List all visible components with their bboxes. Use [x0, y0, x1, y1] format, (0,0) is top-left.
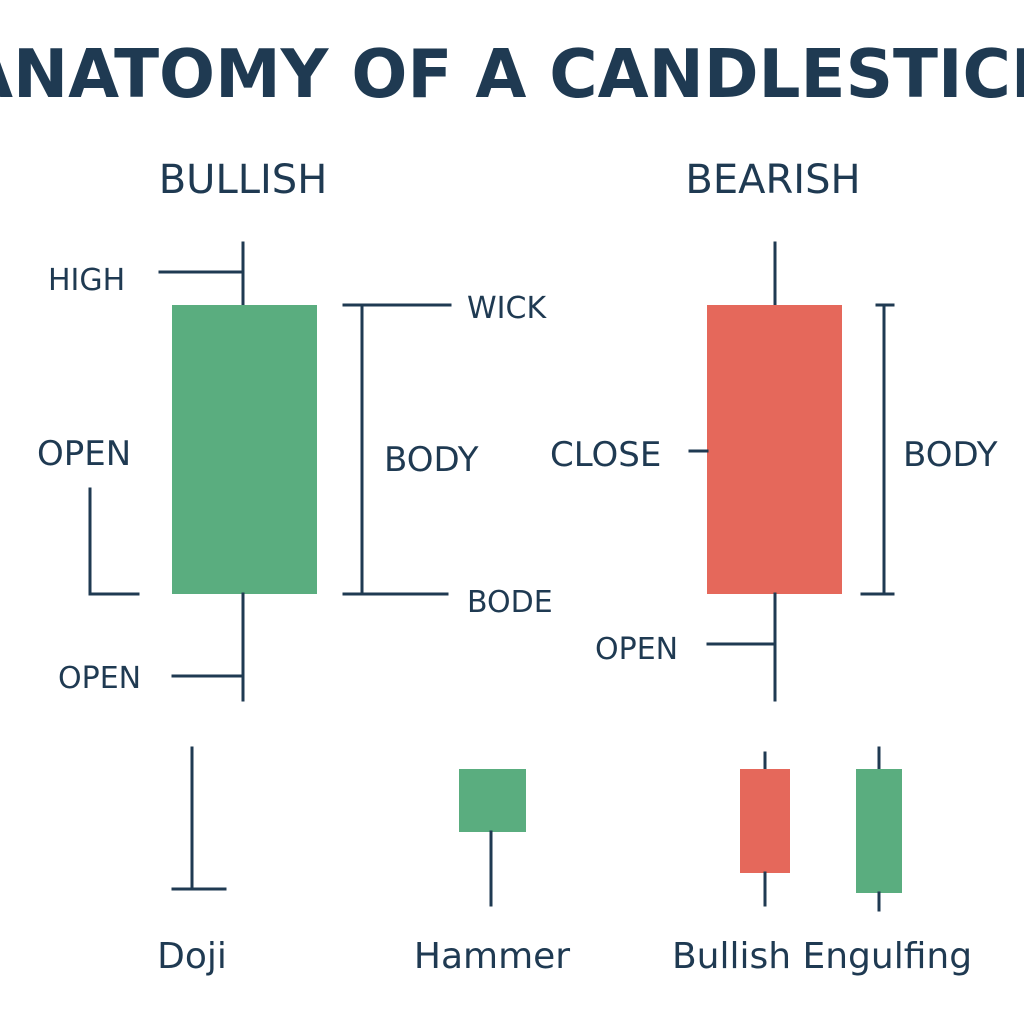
- close-label: CLOSE: [550, 435, 661, 475]
- wick-label: WICK: [467, 291, 547, 326]
- bullish-engulfing-caption: Bullish Engulfing: [672, 936, 972, 977]
- bearish-body: [707, 305, 842, 594]
- engulfing-green-body: [856, 769, 902, 893]
- diagram-title: ANATOMY OF A CANDLESTICK: [0, 35, 1024, 113]
- high-label: HIGH: [48, 263, 125, 298]
- doji-caption: Doji: [157, 936, 227, 977]
- bode-label: BODE: [467, 585, 553, 620]
- engulfing-red-body: [740, 769, 790, 873]
- bearish-heading: BEARISH: [685, 157, 860, 203]
- body-label-bullish: BODY: [384, 440, 479, 480]
- hammer-body: [459, 769, 526, 832]
- body-label-bearish: BODY: [903, 435, 998, 475]
- open-bracket-bullish: [88, 487, 140, 596]
- open-label-bearish: OPEN: [595, 632, 678, 667]
- bullish-body: [172, 305, 317, 594]
- bullish-heading: BULLISH: [159, 157, 328, 203]
- body-bracket-bearish: [875, 303, 886, 596]
- hammer-caption: Hammer: [414, 936, 570, 977]
- open-label-bullish-mid: OPEN: [37, 434, 131, 474]
- open-label-bullish-low: OPEN: [58, 661, 141, 696]
